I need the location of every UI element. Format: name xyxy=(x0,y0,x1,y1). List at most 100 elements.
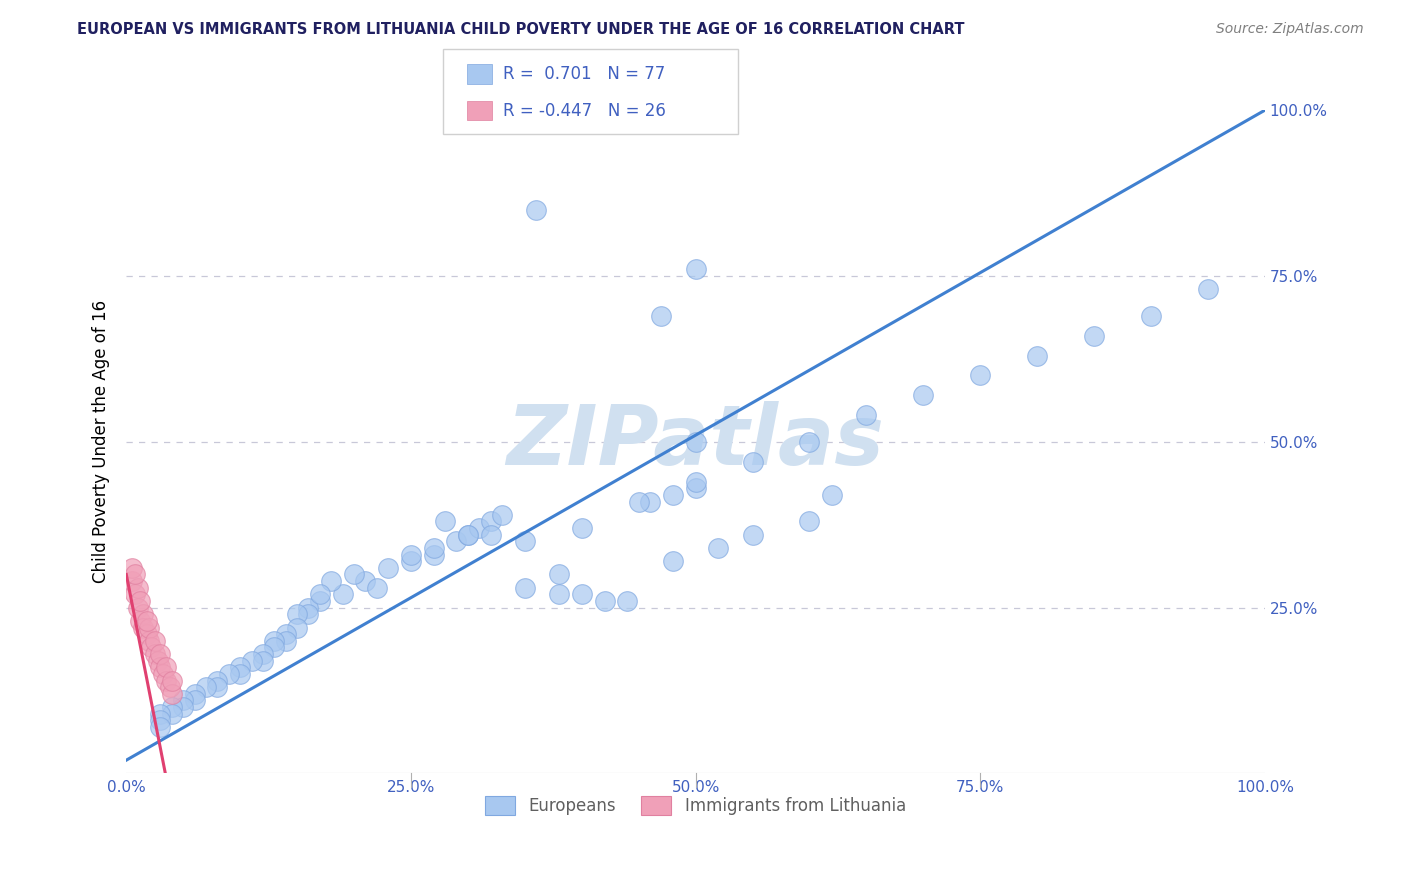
Point xyxy=(321,574,343,588)
Point xyxy=(308,587,330,601)
Point xyxy=(160,706,183,721)
Point xyxy=(1026,349,1049,363)
Point xyxy=(399,554,422,568)
Text: EUROPEAN VS IMMIGRANTS FROM LITHUANIA CHILD POVERTY UNDER THE AGE OF 16 CORRELAT: EUROPEAN VS IMMIGRANTS FROM LITHUANIA CH… xyxy=(77,22,965,37)
Point xyxy=(143,633,166,648)
Point xyxy=(571,587,593,601)
Point xyxy=(650,309,672,323)
Point xyxy=(548,567,571,582)
Point xyxy=(124,587,146,601)
Point xyxy=(457,527,479,541)
Point xyxy=(149,714,172,728)
Point xyxy=(548,587,571,601)
Point xyxy=(160,687,183,701)
Point xyxy=(263,633,285,648)
Point xyxy=(297,607,319,622)
Point xyxy=(422,541,444,555)
Point xyxy=(1083,328,1105,343)
Point xyxy=(218,667,240,681)
Point xyxy=(1197,282,1219,296)
Point xyxy=(366,581,388,595)
Point xyxy=(446,534,468,549)
Point xyxy=(159,680,181,694)
Point xyxy=(685,434,707,449)
Y-axis label: Child Poverty Under the Age of 16: Child Poverty Under the Age of 16 xyxy=(93,301,110,583)
Point xyxy=(252,647,274,661)
Point xyxy=(160,700,183,714)
Point xyxy=(468,521,491,535)
Point xyxy=(741,527,763,541)
Point xyxy=(152,667,174,681)
Point xyxy=(183,693,205,707)
Point xyxy=(129,594,152,608)
Point xyxy=(127,581,149,595)
Point xyxy=(127,600,149,615)
Point xyxy=(707,541,730,555)
Point xyxy=(799,515,821,529)
Point xyxy=(274,627,297,641)
Point xyxy=(229,667,252,681)
Point xyxy=(799,434,821,449)
Point xyxy=(195,680,218,694)
Point xyxy=(121,574,143,588)
Point xyxy=(912,388,935,402)
Point xyxy=(149,720,172,734)
Point xyxy=(685,262,707,277)
Point xyxy=(969,368,991,383)
Point xyxy=(121,561,143,575)
Point xyxy=(399,548,422,562)
Point xyxy=(377,561,399,575)
Point xyxy=(434,515,457,529)
Point xyxy=(491,508,513,522)
Point xyxy=(183,687,205,701)
Point xyxy=(149,660,172,674)
Point xyxy=(240,654,263,668)
Point xyxy=(332,587,354,601)
Point xyxy=(479,515,502,529)
Point xyxy=(252,654,274,668)
Point xyxy=(172,693,194,707)
Point xyxy=(662,554,685,568)
Text: ZIPatlas: ZIPatlas xyxy=(506,401,884,483)
Point xyxy=(457,527,479,541)
Point xyxy=(274,633,297,648)
Point xyxy=(172,700,194,714)
Legend: Europeans, Immigrants from Lithuania: Europeans, Immigrants from Lithuania xyxy=(478,789,912,822)
Point xyxy=(855,409,877,423)
Point xyxy=(285,620,308,634)
Point xyxy=(138,620,160,634)
Point xyxy=(124,567,146,582)
Point xyxy=(263,640,285,655)
Point xyxy=(513,534,536,549)
Point xyxy=(149,647,172,661)
Point xyxy=(422,548,444,562)
Point xyxy=(141,640,163,655)
Point xyxy=(285,607,308,622)
Point xyxy=(132,607,155,622)
Text: Source: ZipAtlas.com: Source: ZipAtlas.com xyxy=(1216,22,1364,37)
Point xyxy=(308,594,330,608)
Point xyxy=(343,567,366,582)
Point xyxy=(129,614,152,628)
Point xyxy=(571,521,593,535)
Point xyxy=(354,574,377,588)
Point xyxy=(135,627,157,641)
Point xyxy=(149,706,172,721)
Point xyxy=(160,673,183,688)
Point xyxy=(685,481,707,495)
Point xyxy=(593,594,616,608)
Point xyxy=(627,494,650,508)
Point xyxy=(479,527,502,541)
Point xyxy=(662,488,685,502)
Point xyxy=(155,673,177,688)
Point xyxy=(229,660,252,674)
Text: R = -0.447   N = 26: R = -0.447 N = 26 xyxy=(503,102,666,120)
Point xyxy=(616,594,638,608)
Point xyxy=(155,660,177,674)
Point xyxy=(143,647,166,661)
Point xyxy=(821,488,844,502)
Point xyxy=(741,455,763,469)
Point xyxy=(513,581,536,595)
Point xyxy=(297,600,319,615)
Point xyxy=(207,673,229,688)
